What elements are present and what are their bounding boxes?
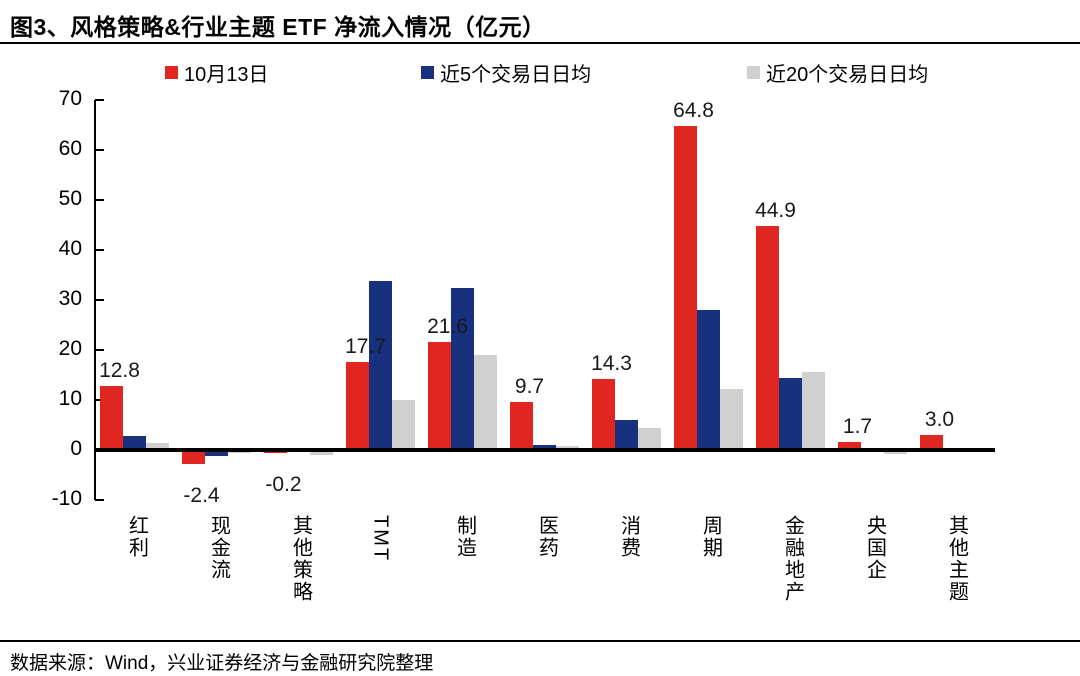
bar-value-label: 12.8	[99, 359, 140, 382]
bar-value-label: 21.6	[427, 315, 468, 338]
bar	[451, 287, 474, 450]
x-category-label: 红利	[125, 515, 148, 559]
legend-label: 近5个交易日日均	[440, 64, 592, 86]
bar	[556, 445, 579, 450]
y-tick-label: -10	[51, 487, 82, 510]
x-category-label: 现金流	[207, 515, 230, 581]
y-axis-tick	[95, 499, 104, 501]
bar	[638, 428, 661, 450]
x-category-label: 消费	[617, 515, 640, 559]
bar	[592, 378, 615, 450]
bar	[146, 442, 169, 450]
y-axis-tick	[95, 199, 104, 201]
y-tick-label: 50	[58, 187, 82, 210]
y-tick-label: 60	[58, 137, 82, 160]
bar	[920, 435, 943, 450]
bar-value-label: 64.8	[673, 99, 714, 122]
x-category-label: 其他主题	[945, 515, 968, 603]
bar	[428, 342, 451, 450]
legend-item-5day-avg: 近5个交易日日均	[421, 58, 591, 87]
legend-item-20day-avg: 近20个交易日日均	[747, 58, 928, 87]
bar	[228, 452, 251, 453]
x-category-label: 医药	[535, 515, 558, 559]
data-source-note: 数据来源：Wind，兴业证券经济与金融研究院整理	[10, 653, 434, 674]
bar	[100, 386, 123, 450]
legend-label: 近20个交易日日均	[766, 64, 929, 86]
bar	[802, 371, 825, 450]
x-category-label: 制造	[453, 515, 476, 559]
y-tick-label: 70	[58, 87, 82, 110]
footer-divider	[0, 640, 1080, 642]
bar	[756, 225, 779, 450]
y-tick-label: 10	[58, 387, 82, 410]
bar-value-label: -0.2	[265, 473, 302, 496]
bar	[510, 401, 533, 450]
bar-value-label: 17.7	[345, 334, 386, 358]
legend-label: 10月13日	[184, 64, 269, 86]
bar-value-label: 9.7	[514, 374, 545, 398]
bar	[533, 445, 556, 450]
bar	[474, 355, 497, 450]
legend-item-oct13: 10月13日	[165, 58, 269, 87]
bar	[182, 452, 205, 464]
bar	[264, 452, 287, 453]
bar	[123, 435, 146, 450]
bar	[674, 126, 697, 450]
y-tick-label: 30	[58, 287, 82, 310]
x-category-label: TMT	[369, 515, 392, 563]
y-axis-tick	[95, 299, 104, 301]
bar	[615, 420, 638, 450]
chart-title: 图3、风格策略&行业主题 ETF 净流入情况（亿元）	[10, 14, 546, 40]
y-axis-tick	[95, 149, 104, 151]
title-divider	[0, 42, 1080, 44]
gray-series-swatch-icon	[747, 66, 760, 79]
bar-value-label: 3.0	[924, 408, 955, 431]
x-category-label: 金融地产	[781, 515, 804, 603]
y-axis-tick	[95, 399, 104, 401]
bar	[392, 400, 415, 450]
bar	[838, 441, 861, 450]
bar	[697, 309, 720, 450]
y-axis-tick	[95, 249, 104, 251]
bar	[310, 452, 333, 455]
bar	[720, 388, 743, 450]
y-tick-label: 20	[58, 337, 82, 360]
bar	[346, 361, 369, 450]
bar-value-label: 44.9	[755, 198, 796, 222]
bar	[779, 377, 802, 450]
bar	[205, 452, 228, 456]
x-category-label: 周期	[699, 515, 722, 559]
bar-value-label: 1.7	[842, 414, 873, 438]
y-tick-label: 40	[58, 237, 82, 260]
x-category-label: 其他策略	[289, 515, 312, 603]
x-category-label: 央国企	[863, 515, 886, 581]
zero-axis-line	[95, 448, 995, 452]
bar-value-label: 14.3	[591, 351, 632, 375]
y-tick-label: 0	[70, 437, 82, 460]
red-series-swatch-icon	[165, 66, 178, 79]
bar	[884, 452, 907, 454]
bar-value-label: -2.4	[183, 484, 220, 507]
y-axis-tick	[95, 349, 104, 351]
legend: 10月13日 近5个交易日日均 近20个交易日日均	[0, 58, 1080, 86]
bar	[369, 281, 392, 450]
blue-series-swatch-icon	[421, 66, 434, 79]
y-axis-tick	[95, 99, 104, 101]
